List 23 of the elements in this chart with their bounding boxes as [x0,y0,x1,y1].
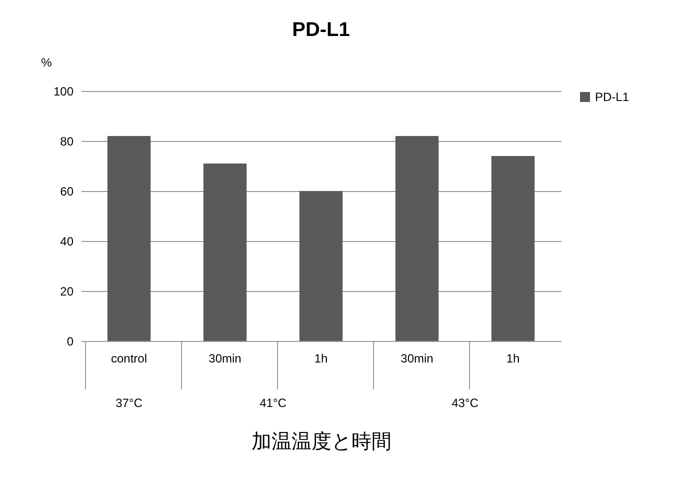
y-axis-title: % [41,56,52,70]
x-tick-label: control [110,352,148,366]
y-tick-label: 60 [60,184,74,198]
bar [203,164,247,341]
legend-label: PD-L1 [595,90,630,104]
y-tick-label: 40 [60,234,74,248]
text: 37°C [116,396,143,410]
y-tick-label: 80 [60,134,74,148]
y-tick-label: 20 [60,284,74,298]
bar [491,156,535,341]
y-tick-label: 0 [66,334,74,348]
x-tick-label: 1h [506,352,520,366]
bar [107,136,151,341]
x-tick-label: 1h [314,352,328,366]
bar [299,191,343,341]
x-tick-label: 30min [208,352,242,366]
bar [395,136,439,341]
text: 43°C [452,396,479,410]
x-tick-label: 30min [400,352,434,366]
x-axis-title: 加温温度と時間 [252,431,392,453]
chart-title: PD-L1 [292,19,350,41]
text: 41°C [260,396,287,410]
y-tick-label: 100 [53,84,74,98]
